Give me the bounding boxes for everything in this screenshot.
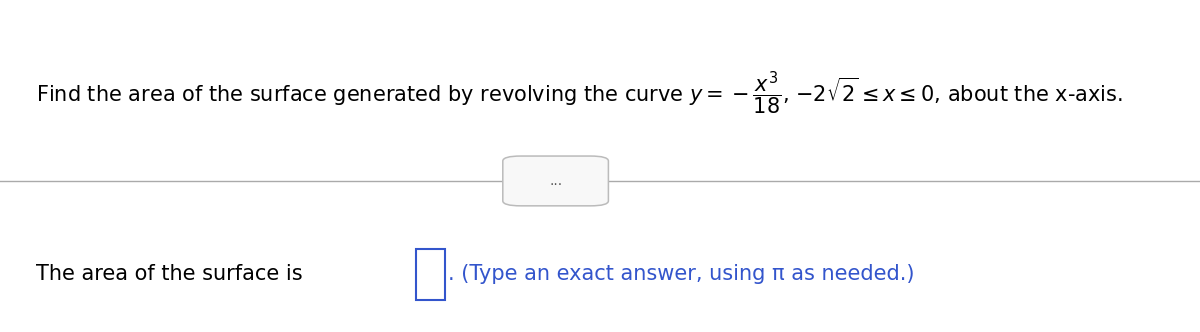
Text: The area of the surface is: The area of the surface is [36,264,302,284]
FancyBboxPatch shape [416,249,445,300]
FancyBboxPatch shape [503,156,608,206]
Text: . (Type an exact answer, using π as needed.): . (Type an exact answer, using π as need… [448,264,914,284]
Text: ...: ... [550,174,562,188]
Text: Find the area of the surface generated by revolving the curve $y = -\dfrac{x^3}{: Find the area of the surface generated b… [36,69,1123,117]
